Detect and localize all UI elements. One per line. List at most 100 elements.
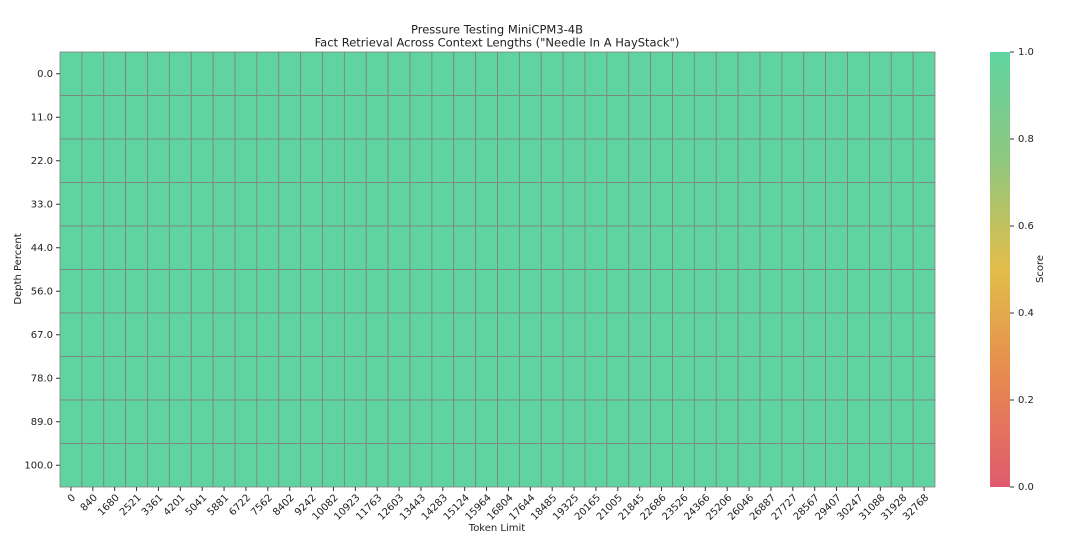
heatmap-cell — [584, 225, 608, 270]
heatmap-cell — [606, 312, 630, 357]
heatmap-cell — [322, 51, 345, 96]
heatmap-cell — [322, 399, 345, 444]
heatmap-cell — [672, 138, 695, 183]
heatmap-cell — [147, 269, 170, 314]
heatmap-cell — [431, 269, 455, 314]
heatmap-cell — [912, 399, 936, 444]
heatmap-cell — [497, 95, 520, 140]
heatmap-cell — [540, 51, 564, 96]
x-tick-label: 0 — [66, 492, 78, 504]
heatmap-cell — [781, 356, 805, 401]
heatmap-cell — [125, 399, 148, 444]
heatmap-cell — [803, 399, 827, 444]
heatmap-cell — [431, 443, 455, 488]
heatmap-cell — [847, 51, 870, 96]
heatmap-cell — [737, 95, 761, 140]
heatmap-cell — [147, 443, 170, 488]
heatmap-cell — [125, 51, 148, 96]
heatmap-cell — [584, 182, 608, 227]
heatmap-cell — [693, 269, 717, 314]
heatmap-cell — [628, 443, 652, 488]
heatmap-cell — [650, 443, 673, 488]
heatmap-cell — [278, 138, 302, 183]
heatmap-cell — [387, 312, 411, 357]
heatmap-cell — [322, 443, 345, 488]
heatmap-cell — [628, 269, 652, 314]
heatmap-cell — [168, 312, 192, 357]
heatmap-cell — [672, 51, 695, 96]
heatmap-cell — [650, 269, 673, 314]
heatmap-cell — [475, 95, 498, 140]
heatmap-cell — [125, 269, 148, 314]
heatmap-cell — [59, 356, 83, 401]
heatmap-cell — [847, 95, 870, 140]
heatmap-cell — [912, 269, 936, 314]
heatmap-cell — [409, 356, 433, 401]
heatmap-cell — [256, 443, 280, 488]
heatmap-cell — [322, 356, 345, 401]
heatmap-cell — [693, 225, 717, 270]
heatmap-cell — [190, 138, 214, 183]
heatmap-cell — [912, 138, 936, 183]
heatmap-cell — [540, 138, 564, 183]
heatmap-cell — [847, 312, 870, 357]
heatmap-cell — [365, 443, 389, 488]
heatmap-cell — [562, 399, 586, 444]
heatmap-cell — [409, 95, 433, 140]
heatmap-cell — [409, 269, 433, 314]
heatmap-cell — [300, 443, 323, 488]
heatmap-cell — [825, 399, 848, 444]
heatmap-cell — [737, 138, 761, 183]
heatmap-cell — [715, 443, 739, 488]
heatmap-cell — [365, 95, 389, 140]
heatmap-cell — [322, 95, 345, 140]
heatmap-cell — [540, 399, 564, 444]
heatmap-cell — [147, 95, 170, 140]
heatmap-cell — [81, 399, 105, 444]
heatmap-cell — [890, 51, 914, 96]
heatmap-cell — [59, 138, 83, 183]
heatmap-cell — [562, 443, 586, 488]
heatmap-cell — [825, 356, 848, 401]
heatmap-cell — [453, 269, 477, 314]
heatmap-cell — [628, 182, 652, 227]
heatmap-cell — [409, 443, 433, 488]
heatmap-cell — [147, 225, 170, 270]
heatmap-cell — [365, 356, 389, 401]
heatmap-cell — [759, 269, 783, 314]
heatmap-cell — [562, 225, 586, 270]
heatmap-cell — [868, 312, 892, 357]
heatmap-cell — [628, 95, 652, 140]
heatmap-cell — [584, 399, 608, 444]
heatmap-cell — [475, 269, 498, 314]
heatmap-cell — [868, 356, 892, 401]
heatmap-cell — [562, 51, 586, 96]
heatmap-cell — [890, 443, 914, 488]
heatmap-cell — [453, 182, 477, 227]
heatmap-cell — [190, 356, 214, 401]
heatmap-cell — [365, 269, 389, 314]
heatmap-cell — [234, 138, 258, 183]
heatmap-cell — [278, 399, 302, 444]
heatmap-cell — [781, 443, 805, 488]
heatmap-cell — [125, 138, 148, 183]
heatmap-cell — [168, 356, 192, 401]
heatmap-cell — [256, 225, 280, 270]
heatmap-cell — [868, 225, 892, 270]
heatmap-cell — [518, 138, 542, 183]
heatmap-cell — [278, 51, 302, 96]
heatmap-cell — [212, 182, 236, 227]
heatmap-cell — [431, 51, 455, 96]
heatmap-cell — [322, 269, 345, 314]
heatmap-cell — [606, 356, 630, 401]
heatmap-cell — [781, 51, 805, 96]
heatmap-cell — [628, 312, 652, 357]
heatmap-cell — [540, 269, 564, 314]
heatmap-cell — [234, 182, 258, 227]
heatmap-cell — [147, 356, 170, 401]
heatmap-cell — [343, 312, 367, 357]
heatmap-cell — [518, 269, 542, 314]
heatmap-cell — [497, 138, 520, 183]
heatmap-cell — [715, 182, 739, 227]
